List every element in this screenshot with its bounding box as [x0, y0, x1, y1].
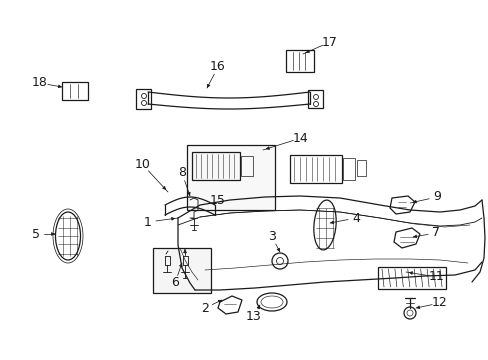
Text: 13: 13	[245, 310, 262, 323]
Text: 16: 16	[210, 60, 225, 73]
Text: 14: 14	[292, 131, 308, 144]
Text: 9: 9	[432, 190, 440, 203]
Text: 8: 8	[178, 166, 185, 180]
Text: 11: 11	[428, 270, 444, 284]
Text: 5: 5	[32, 228, 40, 240]
Bar	[342, 158, 354, 180]
Bar	[356, 160, 365, 176]
Bar	[192, 152, 240, 180]
Bar	[377, 267, 445, 289]
Bar	[289, 155, 341, 183]
Bar	[153, 248, 210, 293]
Text: 6: 6	[171, 276, 179, 289]
Bar	[241, 156, 252, 176]
Bar	[62, 82, 88, 100]
Bar	[307, 90, 323, 108]
Text: 1: 1	[144, 216, 152, 229]
Bar	[136, 89, 151, 109]
Text: 18: 18	[32, 77, 48, 90]
Text: 12: 12	[431, 297, 447, 310]
Bar	[285, 50, 313, 72]
Text: 4: 4	[351, 211, 359, 225]
Text: 17: 17	[322, 36, 337, 49]
Text: 15: 15	[210, 194, 225, 207]
Text: 10: 10	[135, 158, 151, 171]
Bar	[186, 145, 274, 210]
Text: 3: 3	[267, 230, 275, 243]
Text: 2: 2	[201, 302, 208, 315]
Text: 7: 7	[431, 226, 439, 239]
